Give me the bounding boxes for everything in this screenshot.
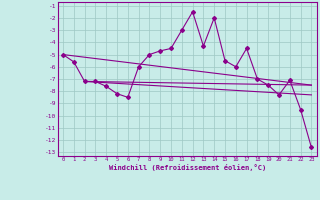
X-axis label: Windchill (Refroidissement éolien,°C): Windchill (Refroidissement éolien,°C) — [108, 164, 266, 171]
